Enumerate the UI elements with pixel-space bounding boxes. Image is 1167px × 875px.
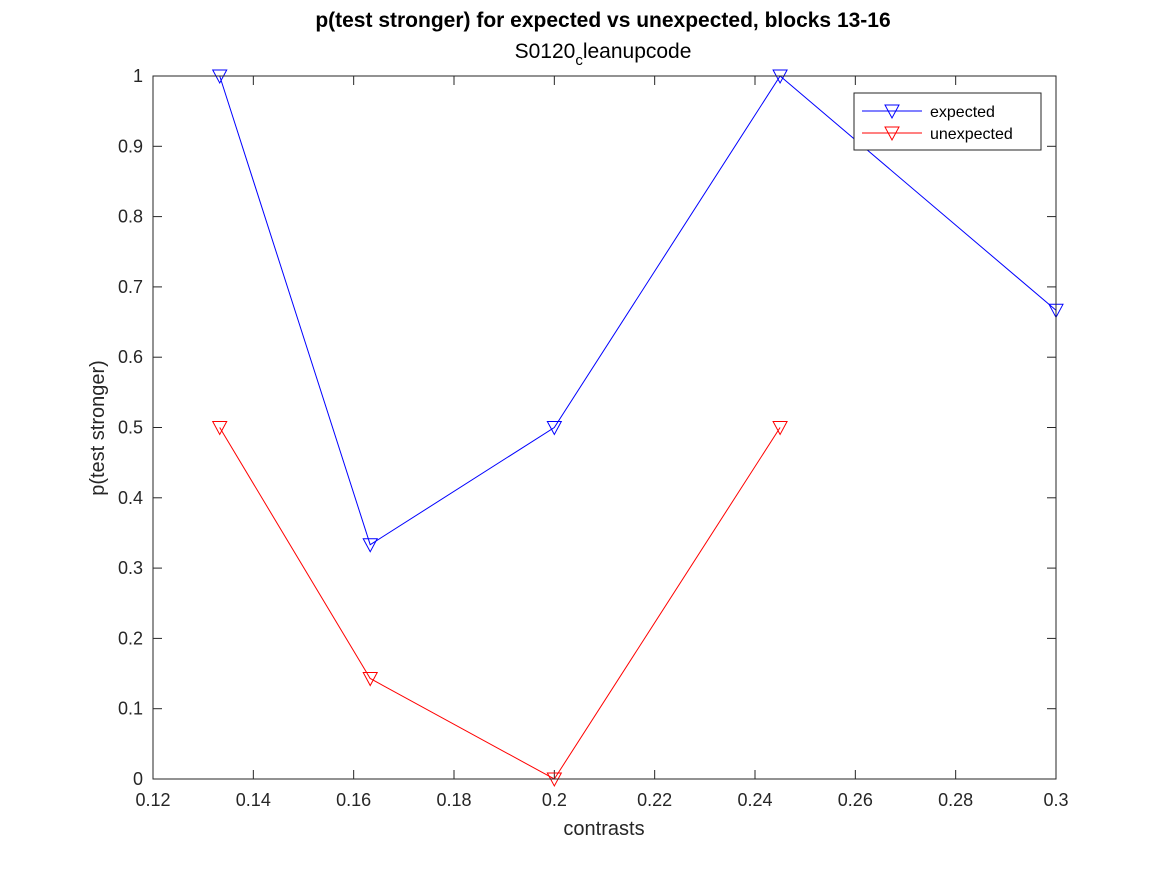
subtitle-main: S0120: [515, 40, 576, 63]
chart-subtitle: S0120cleanupcode: [515, 40, 692, 69]
y-tick-label: 0.9: [118, 136, 143, 156]
x-tick-label: 0.24: [737, 790, 772, 810]
subtitle-subscript: c: [575, 52, 583, 69]
data-point-unexpected: [772, 421, 788, 436]
y-tick-label: 0.8: [118, 207, 143, 227]
x-tick-label: 0.16: [336, 790, 371, 810]
y-tick-label: 0.5: [118, 418, 143, 438]
legend-marker-expected: [884, 104, 900, 120]
axes-box: [152, 75, 1057, 780]
y-tick-label: 0: [133, 769, 143, 789]
y-tick-label: 0.3: [118, 558, 143, 578]
legend: expected unexpected: [853, 92, 1042, 151]
x-tick-label: 0.14: [236, 790, 271, 810]
y-tick-label: 0.2: [118, 628, 143, 648]
series-line-unexpected: [219, 427, 781, 780]
y-tick-label: 1: [133, 66, 143, 86]
data-point-expected: [362, 538, 379, 553]
legend-label-expected: expected: [930, 104, 995, 121]
x-axis-label: contrasts: [563, 818, 644, 840]
plot-area: [153, 76, 1056, 779]
x-tick-label: 0.26: [838, 790, 873, 810]
chart-title: p(test stronger) for expected vs unexpec…: [315, 9, 890, 32]
series-line-expected: [219, 75, 1057, 546]
y-axis-label: p(test stronger): [87, 360, 109, 496]
x-tick-label: 0.18: [436, 790, 471, 810]
y-tick-label: 0.4: [118, 488, 143, 508]
x-tick-label: 0.22: [637, 790, 672, 810]
y-tick-label: 0.1: [118, 699, 143, 719]
data-point-unexpected: [362, 672, 379, 687]
x-tick-label: 0.28: [938, 790, 973, 810]
data-point-unexpected: [211, 421, 228, 436]
y-tick-label: 0.6: [118, 347, 143, 367]
legend-box: [853, 92, 1042, 151]
legend-marker-unexpected: [884, 126, 900, 142]
subtitle-rest: leanupcode: [583, 40, 692, 63]
y-tick-label: 0.7: [118, 277, 143, 297]
legend-label-unexpected: unexpected: [930, 126, 1013, 143]
axis-ticks: 0.12 0.14 0.16 0.18 0.2 0.22 0.24 0.26 0.28 0.3 0 0…: [118, 66, 1069, 810]
x-tick-label: 0.2: [542, 790, 567, 810]
x-tick-label: 0.12: [135, 790, 170, 810]
x-tick-label: 0.3: [1043, 790, 1068, 810]
data-point-expected: [546, 421, 563, 436]
